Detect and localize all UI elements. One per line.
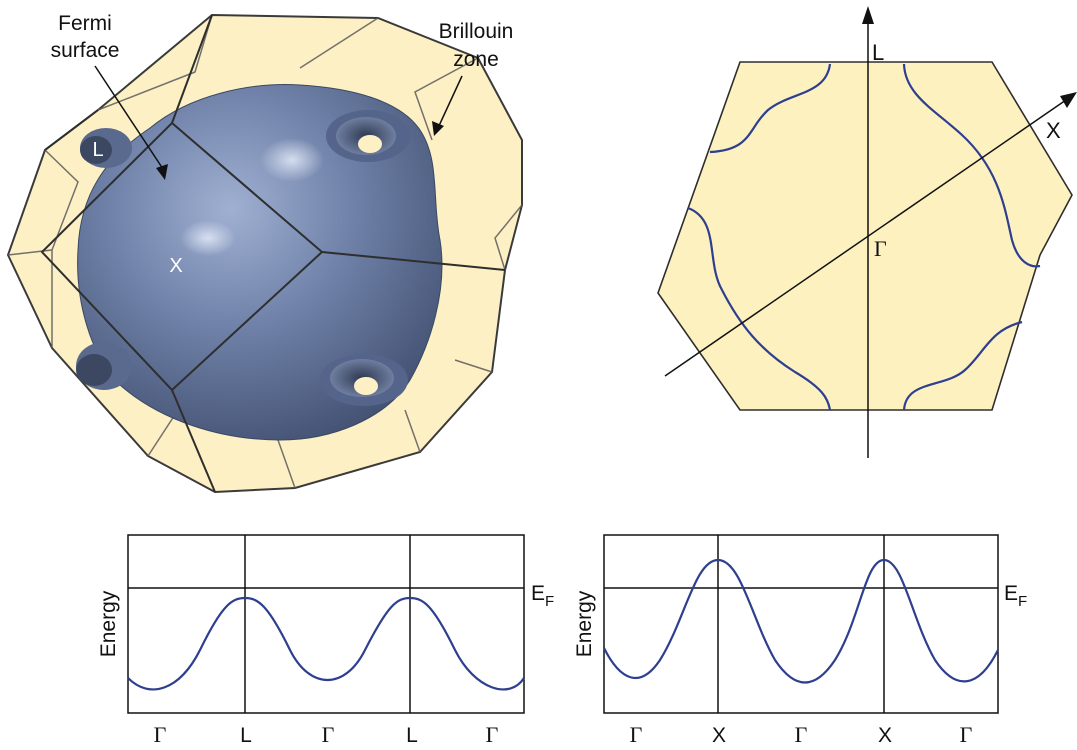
fermi-surface-label-line1: Fermi [58, 12, 112, 35]
energy-band-curve [127, 596, 525, 691]
brillouin-zone-pointer [437, 75, 463, 129]
energy-band-curve [603, 558, 999, 684]
fermi-level-label: EF [1004, 582, 1027, 610]
point-L-label: L [92, 139, 103, 161]
band-plot-gamma-L: Energy EF Γ L Γ L Γ [97, 534, 554, 747]
tick-label: Γ [322, 722, 335, 747]
zone-cross-section: L X Γ [657, 6, 1077, 458]
plot-frame [127, 534, 525, 714]
plot-frame [603, 534, 999, 714]
zone-back-edges [7, 14, 523, 489]
fermi-necks [76, 110, 410, 406]
fermi-level-label: EF [531, 582, 554, 610]
brillouin-zone-label-line2: zone [453, 48, 499, 71]
hexagon-section [657, 61, 1073, 411]
brillouin-zone-3d: Fermi surface Brillouin zone L X [6, 12, 523, 494]
fermi-contours [687, 63, 1041, 411]
fermi-surface-arrowhead [156, 164, 168, 180]
surface-highlight [180, 220, 236, 256]
tick-label: L [406, 724, 418, 747]
surface-highlight [260, 138, 324, 182]
tick-label: X [712, 724, 726, 747]
tick-label: X [878, 724, 892, 747]
tick-label: Γ [630, 722, 643, 747]
tick-label: Γ [795, 722, 808, 747]
band-plot-gamma-X: Energy EF Γ X Γ X Γ [573, 534, 1027, 747]
point-X-label: X [169, 255, 182, 277]
tick-label: Γ [960, 722, 973, 747]
gamma-point-label: Γ [874, 236, 887, 261]
tick-label: L [240, 724, 252, 747]
energy-axis-label: Energy [97, 590, 120, 657]
axis-X [664, 99, 1067, 377]
tick-label: Γ [154, 722, 167, 747]
axis-X-arrowhead [1060, 92, 1077, 108]
brillouin-zone-arrowhead [432, 121, 444, 136]
energy-axis-label: Energy [573, 590, 596, 657]
zone-front-edges [40, 14, 506, 493]
axis-X-label: X [1046, 118, 1061, 143]
axis-L-arrowhead [862, 6, 874, 24]
fermi-surface-label-line2: surface [51, 39, 120, 62]
brillouin-zone-label-line1: Brillouin [439, 20, 514, 43]
tick-label: Γ [486, 722, 499, 747]
fermi-surface-pointer [94, 65, 166, 173]
axis-L-label: L [872, 40, 884, 65]
